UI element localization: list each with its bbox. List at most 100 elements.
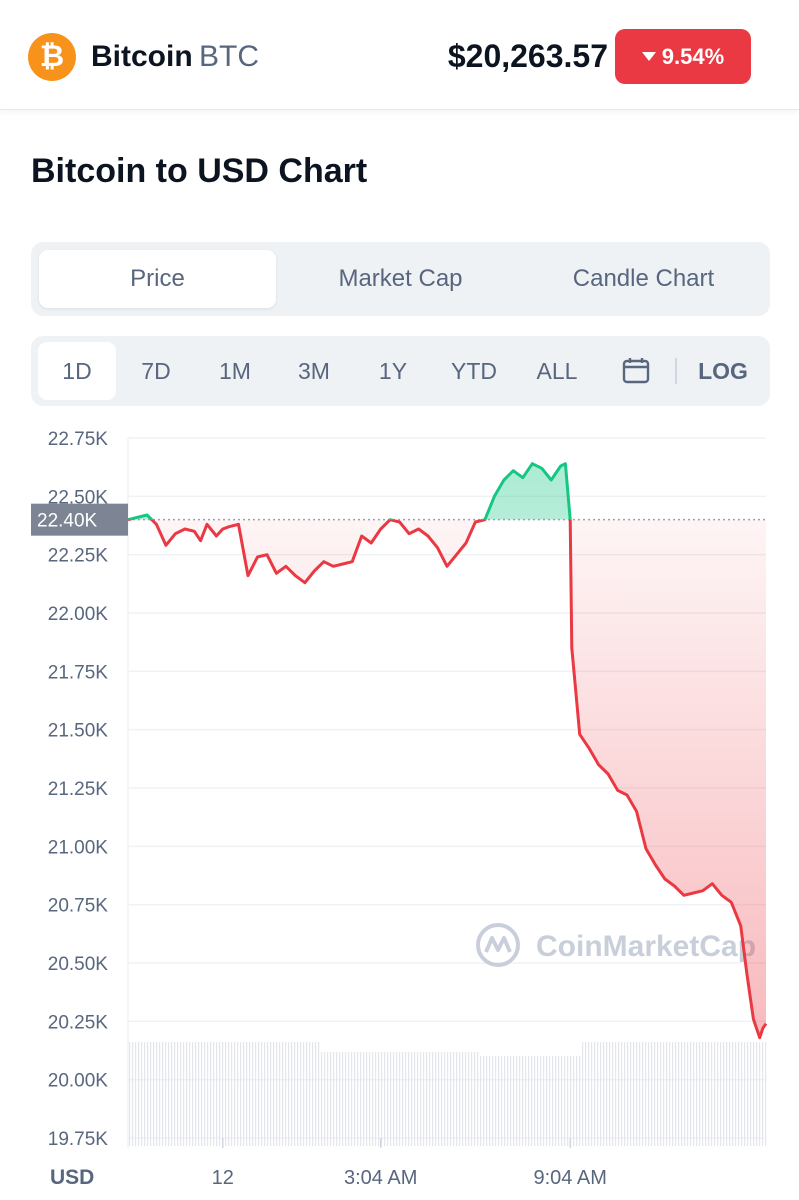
volume-bar bbox=[453, 1052, 455, 1146]
volume-bar bbox=[537, 1056, 539, 1146]
volume-bar bbox=[714, 1042, 716, 1146]
volume-bar bbox=[258, 1042, 260, 1146]
volume-bar bbox=[183, 1042, 185, 1146]
range-all[interactable]: ALL bbox=[536, 357, 578, 384]
volume-bar bbox=[702, 1042, 704, 1146]
volume-bar bbox=[309, 1042, 311, 1146]
volume-bar bbox=[399, 1052, 401, 1146]
volume-bar bbox=[483, 1056, 485, 1146]
volume-bar bbox=[669, 1042, 671, 1146]
volume-bar bbox=[438, 1052, 440, 1146]
coin-header: ₿ Bitcoin BTC $20,263.57 9.54% bbox=[0, 0, 799, 110]
tabs-divider bbox=[675, 358, 677, 384]
range-ytd[interactable]: YTD bbox=[451, 357, 497, 384]
currency-label: USD bbox=[50, 1166, 94, 1189]
y-tick-label: 21.25K bbox=[48, 779, 109, 800]
y-tick-label: 20.00K bbox=[48, 1071, 109, 1092]
volume-bar bbox=[606, 1042, 608, 1146]
volume-bar bbox=[324, 1052, 326, 1146]
volume-bar bbox=[210, 1042, 212, 1146]
volume-bar bbox=[264, 1042, 266, 1146]
volume-bar bbox=[153, 1042, 155, 1146]
y-tick-label: 20.25K bbox=[48, 1012, 109, 1033]
range-1y[interactable]: 1Y bbox=[378, 357, 408, 384]
volume-bar bbox=[414, 1052, 416, 1146]
section-title: Bitcoin to USD Chart bbox=[31, 152, 368, 190]
volume-bar bbox=[603, 1042, 605, 1146]
calendar-icon[interactable] bbox=[609, 342, 663, 400]
reference-price-value: 22.40K bbox=[37, 511, 98, 532]
time-range-tabs: 1D 7D 1M 3M 1Y YTD ALL LOG bbox=[31, 336, 770, 406]
volume-bar bbox=[543, 1056, 545, 1146]
volume-bar bbox=[177, 1042, 179, 1146]
volume-bar bbox=[750, 1042, 752, 1146]
volume-bar bbox=[168, 1042, 170, 1146]
volume-bar bbox=[546, 1056, 548, 1146]
chart-type-tabs: Price Market Cap Candle Chart bbox=[31, 242, 770, 316]
volume-bar bbox=[429, 1052, 431, 1146]
volume-bar bbox=[732, 1042, 734, 1146]
volume-bar bbox=[735, 1042, 737, 1146]
volume-bar bbox=[408, 1052, 410, 1146]
volume-bar bbox=[570, 1056, 572, 1146]
volume-bar bbox=[519, 1056, 521, 1146]
volume-bar bbox=[381, 1052, 383, 1146]
volume-bar bbox=[687, 1042, 689, 1146]
volume-bar bbox=[393, 1052, 395, 1146]
volume-bar bbox=[198, 1042, 200, 1146]
volume-bar bbox=[510, 1056, 512, 1146]
range-1d[interactable]: 1D bbox=[38, 342, 116, 400]
volume-bar bbox=[339, 1052, 341, 1146]
range-3m[interactable]: 3M bbox=[298, 357, 330, 384]
volume-bar bbox=[402, 1052, 404, 1146]
volume-bar bbox=[411, 1052, 413, 1146]
volume-bar bbox=[432, 1052, 434, 1146]
volume-bar bbox=[621, 1042, 623, 1146]
volume-bar bbox=[507, 1056, 509, 1146]
tab-market-cap[interactable]: Market Cap bbox=[338, 265, 463, 292]
volume-bar bbox=[306, 1042, 308, 1146]
volume-bar bbox=[189, 1042, 191, 1146]
volume-bar bbox=[690, 1042, 692, 1146]
volume-bar bbox=[237, 1042, 239, 1146]
range-7d[interactable]: 7D bbox=[141, 357, 171, 384]
volume-bar bbox=[522, 1056, 524, 1146]
volume-bar bbox=[561, 1056, 563, 1146]
price-area-fill bbox=[128, 463, 766, 1038]
volume-bar bbox=[465, 1052, 467, 1146]
x-axis: USD 12 3:04 AM 9:04 AM bbox=[50, 1138, 607, 1189]
volume-bar bbox=[624, 1042, 626, 1146]
volume-bar bbox=[471, 1052, 473, 1146]
tab-candle-chart[interactable]: Candle Chart bbox=[572, 265, 715, 292]
volume-bar bbox=[531, 1056, 533, 1146]
volume-bar bbox=[597, 1042, 599, 1146]
volume-bar bbox=[378, 1052, 380, 1146]
volume-bar bbox=[615, 1042, 617, 1146]
volume-bar bbox=[441, 1052, 443, 1146]
price-line bbox=[127, 462, 768, 1040]
volume-bar bbox=[216, 1042, 218, 1146]
x-tick-label: 9:04 AM bbox=[533, 1167, 606, 1189]
volume-bar bbox=[144, 1042, 146, 1146]
volume-bar bbox=[321, 1052, 323, 1146]
volume-bar bbox=[513, 1056, 515, 1146]
bitcoin-logo-icon: ₿ bbox=[28, 33, 76, 81]
volume-bar bbox=[174, 1042, 176, 1146]
volume-bar bbox=[246, 1042, 248, 1146]
volume-bar bbox=[330, 1052, 332, 1146]
volume-bar bbox=[405, 1052, 407, 1146]
volume-bar bbox=[564, 1056, 566, 1146]
y-tick-label: 22.50K bbox=[48, 487, 109, 508]
log-scale-toggle[interactable]: LOG bbox=[698, 357, 748, 384]
tab-price[interactable]: Price bbox=[39, 250, 276, 308]
volume-bar bbox=[756, 1042, 758, 1146]
volume-bar bbox=[420, 1052, 422, 1146]
volume-bar bbox=[387, 1052, 389, 1146]
volume-bar bbox=[627, 1042, 629, 1146]
volume-bar bbox=[141, 1042, 143, 1146]
watermark: CoinMarketCap bbox=[476, 923, 756, 967]
volume-bar bbox=[498, 1056, 500, 1146]
range-1m[interactable]: 1M bbox=[219, 357, 251, 384]
volume-bar bbox=[162, 1042, 164, 1146]
volume-bar bbox=[240, 1042, 242, 1146]
